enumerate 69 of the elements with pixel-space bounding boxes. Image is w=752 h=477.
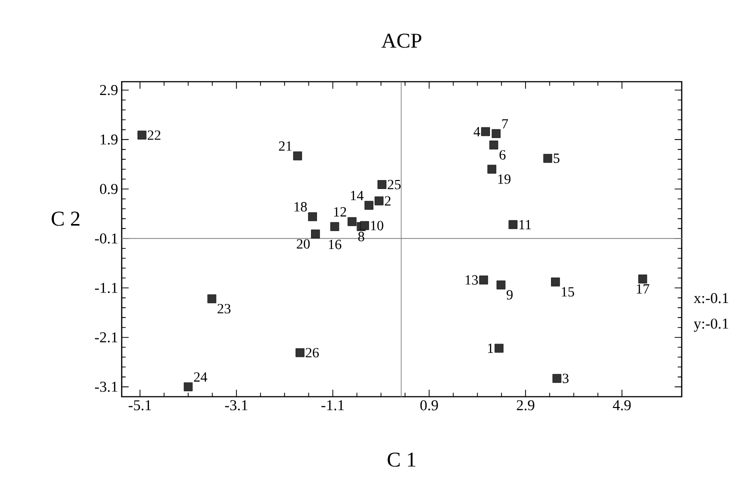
annotation: 3 bbox=[562, 374, 569, 384]
point bbox=[638, 274, 648, 284]
annotation: 23 bbox=[218, 304, 230, 314]
x-tick-label: -5.1 bbox=[128, 400, 151, 410]
annotation: 18 bbox=[294, 202, 307, 212]
point bbox=[311, 230, 320, 238]
annotation: 4 bbox=[474, 127, 480, 136]
point bbox=[492, 129, 501, 138]
y-tick-label: 0.9 bbox=[100, 184, 118, 194]
annotation: 19 bbox=[498, 174, 510, 184]
point bbox=[207, 294, 216, 304]
annotation: 2 bbox=[384, 196, 390, 206]
chart-title: ACP bbox=[381, 34, 422, 48]
point bbox=[308, 212, 317, 222]
x-tick-label: 2.9 bbox=[516, 400, 534, 410]
y-axis-title: C 2 bbox=[52, 212, 80, 226]
y-tick-label: 1.9 bbox=[100, 134, 118, 145]
point bbox=[364, 200, 374, 210]
x-axis-title: C 1 bbox=[388, 452, 416, 467]
annotation: 5 bbox=[554, 154, 560, 163]
y-tick-label: 2.9 bbox=[100, 85, 118, 96]
annotation: 17 bbox=[636, 284, 650, 294]
x-tick-label: -3.1 bbox=[225, 400, 248, 410]
annotation: 14 bbox=[350, 190, 364, 200]
x-tick-label: 0.9 bbox=[420, 400, 438, 410]
point bbox=[489, 140, 498, 150]
annotation: 20 bbox=[296, 239, 310, 249]
point bbox=[138, 130, 146, 140]
point bbox=[184, 382, 193, 392]
point bbox=[293, 151, 302, 160]
text: y:-0.1 bbox=[694, 318, 728, 332]
annotation: 10 bbox=[371, 220, 384, 230]
annotation: 16 bbox=[328, 240, 342, 250]
point bbox=[494, 344, 504, 353]
y-tick-label: -0.1 bbox=[94, 233, 118, 244]
x-tick-label: 4.9 bbox=[612, 400, 631, 410]
x-tick-label: -1.1 bbox=[321, 400, 344, 410]
point bbox=[496, 280, 506, 290]
point bbox=[296, 348, 304, 358]
annotation: 13 bbox=[466, 275, 478, 285]
text: x:-0.1 bbox=[694, 293, 728, 304]
annotation: 11 bbox=[519, 220, 531, 230]
point bbox=[348, 217, 356, 226]
point bbox=[360, 221, 369, 230]
y-tick-label: -1.1 bbox=[94, 282, 118, 293]
point bbox=[543, 154, 552, 163]
annotation: 26 bbox=[306, 348, 319, 358]
annotation: 25 bbox=[388, 180, 401, 190]
annotation: 7 bbox=[502, 119, 508, 128]
point bbox=[479, 276, 488, 284]
y-tick-label: -3.1 bbox=[94, 382, 118, 392]
annotation: 15 bbox=[562, 287, 574, 297]
annotation: 22 bbox=[148, 130, 160, 140]
point bbox=[330, 222, 340, 231]
annotation: 6 bbox=[500, 150, 506, 160]
point bbox=[487, 164, 496, 174]
point bbox=[481, 127, 490, 136]
point bbox=[378, 180, 386, 189]
annotation: 12 bbox=[334, 207, 346, 216]
point bbox=[552, 374, 562, 383]
annotation: 21 bbox=[279, 141, 292, 151]
annotation: 9 bbox=[506, 290, 513, 300]
annotation: 24 bbox=[194, 372, 208, 382]
annotation: 1 bbox=[488, 344, 494, 353]
point bbox=[508, 220, 518, 230]
point bbox=[374, 196, 384, 206]
annotation: 8 bbox=[358, 232, 364, 242]
y-tick-label: -2.1 bbox=[94, 332, 118, 342]
point bbox=[551, 278, 560, 286]
